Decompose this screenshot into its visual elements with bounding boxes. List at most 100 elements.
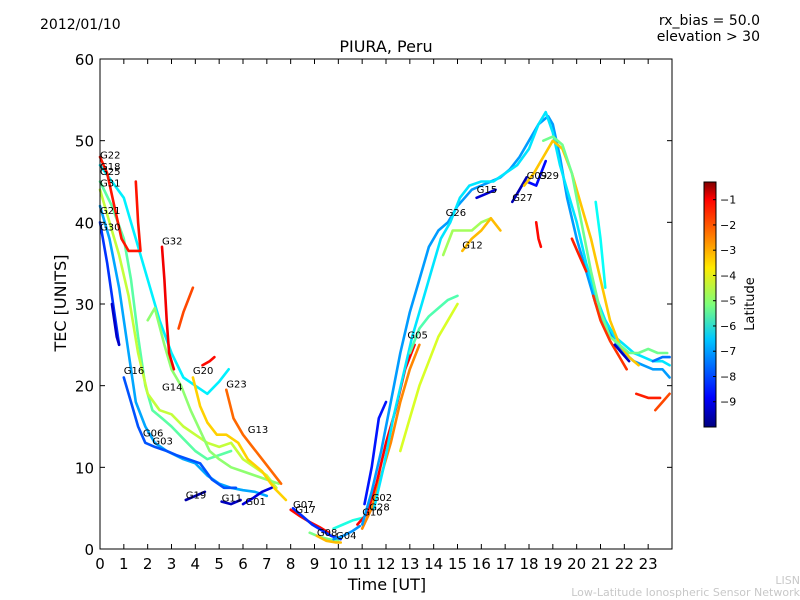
tec-trace-34 xyxy=(510,176,528,204)
colorbar-tick-label: −5 xyxy=(720,295,736,308)
satellite-label: G02 xyxy=(372,493,392,504)
tec-trace-10 xyxy=(225,388,283,485)
satellite-label: G04 xyxy=(336,531,356,542)
x-tick-label: 23 xyxy=(639,555,658,573)
x-tick-label: 11 xyxy=(353,555,372,573)
tec-trace-26 xyxy=(360,114,671,526)
tec-trace-1 xyxy=(98,163,230,396)
satellite-label: G14 xyxy=(162,383,182,394)
satellite-label: G08 xyxy=(317,528,337,539)
parameters-label: rx_bias = 50.0 elevation > 30 xyxy=(657,13,760,45)
satellite-labels: G22G18G25G31G21G30G32G16G14G20G23G13G06G… xyxy=(100,151,559,543)
satellite-label: G11 xyxy=(222,494,242,505)
y-tick-label: 0 xyxy=(84,541,94,559)
colorbar-tick-label: −3 xyxy=(720,244,736,257)
satellite-label: G31 xyxy=(100,178,120,189)
tec-trace-43 xyxy=(635,392,662,400)
satellite-label: G06 xyxy=(143,428,163,439)
tec-trace-45 xyxy=(651,355,671,363)
satellite-label: G26 xyxy=(446,208,466,219)
satellite-label: G07 xyxy=(293,500,313,511)
tec-trace-17 xyxy=(241,486,273,506)
tec-trace-19 xyxy=(291,506,342,541)
colorbar-gradient xyxy=(703,181,717,428)
tec-trace-15 xyxy=(184,490,207,502)
tec-trace-21 xyxy=(315,534,342,544)
colorbar-tick-label: −9 xyxy=(720,396,736,409)
tec-trace-27 xyxy=(363,400,388,506)
elevation-label: elevation > 30 xyxy=(656,29,760,45)
x-tick-label: 20 xyxy=(567,555,586,573)
x-tick-label: 8 xyxy=(286,555,296,573)
y-tick-label: 10 xyxy=(75,459,94,477)
colorbar-tick-label: −6 xyxy=(720,320,736,333)
tec-trace-16 xyxy=(220,498,242,506)
tec-trace-31 xyxy=(441,217,493,257)
x-tick-label: 12 xyxy=(376,555,395,573)
satellite-label: G19 xyxy=(186,490,206,501)
x-tick-label: 14 xyxy=(424,555,443,573)
tec-trace-33 xyxy=(475,188,497,200)
satellite-label: G32 xyxy=(162,236,182,247)
tec-trace-13 xyxy=(177,286,195,330)
x-tick-label: 7 xyxy=(262,555,272,573)
satellite-label: G25 xyxy=(100,167,120,178)
satellite-label: G15 xyxy=(477,185,497,196)
tec-trace-30 xyxy=(408,294,459,355)
colorbar-tick-label: −2 xyxy=(720,219,736,232)
tec-trace-40 xyxy=(592,294,628,371)
tec-trace-37 xyxy=(542,135,669,355)
y-axis-label: TEC [UNITS] xyxy=(51,255,70,353)
colorbar-tick-label: −4 xyxy=(720,269,736,282)
colorbar-tick-label: −7 xyxy=(720,345,736,358)
x-tick-label: 15 xyxy=(448,555,467,573)
colorbar-tick-label: −1 xyxy=(720,194,736,207)
satellite-label: G22 xyxy=(100,151,120,162)
satellite-label: G21 xyxy=(100,206,120,217)
satellite-label: G27 xyxy=(512,193,532,204)
x-tick-label: 21 xyxy=(591,555,610,573)
tec-trace-12 xyxy=(160,245,176,371)
x-axis-label: Time [UT] xyxy=(347,575,426,594)
tec-trace-41 xyxy=(613,343,631,363)
date-label: 2012/01/10 xyxy=(40,17,121,33)
y-tick-label: 40 xyxy=(75,214,94,232)
footer-credit: LISN Low-Latitude Ionospheric Sensor Net… xyxy=(571,575,800,599)
tec-trace-8 xyxy=(146,306,281,485)
satellite-label: G03 xyxy=(152,437,172,448)
colorbar-tick-label: −8 xyxy=(720,370,736,383)
satellite-label: G28 xyxy=(369,503,389,514)
satellite-label: G16 xyxy=(124,366,144,377)
colorbar-ticks: −1 −2 −3 −4 −5 −6 −7 −8 −9 xyxy=(713,194,736,409)
satellite-label: G13 xyxy=(248,425,268,436)
satellite-label: G20 xyxy=(193,366,213,377)
satellite-label: G18 xyxy=(100,162,120,173)
footer-line1: LISN xyxy=(775,574,800,587)
x-tick-label: 17 xyxy=(496,555,515,573)
satellite-label: G30 xyxy=(100,223,120,234)
tec-trace-23 xyxy=(332,516,364,530)
satellite-label: G29 xyxy=(539,171,559,182)
tec-trace-28 xyxy=(372,110,671,510)
x-tick-label: 16 xyxy=(472,555,491,573)
y-axis: 0 10 20 30 40 50 60 xyxy=(75,51,672,559)
satellite-label: G17 xyxy=(295,505,315,516)
x-tick-label: 6 xyxy=(238,555,248,573)
y-tick-label: 20 xyxy=(75,378,94,396)
x-tick-label: 2 xyxy=(143,555,153,573)
x-tick-label: 1 xyxy=(119,555,129,573)
satellite-label: G09 xyxy=(527,171,547,182)
x-tick-label: 9 xyxy=(310,555,320,573)
y-tick-label: 50 xyxy=(75,133,94,151)
tec-trace-7 xyxy=(122,376,238,490)
x-tick-label: 19 xyxy=(543,555,562,573)
satellite-label: G23 xyxy=(226,379,246,390)
x-tick-label: 5 xyxy=(214,555,224,573)
tec-trace-35 xyxy=(525,159,547,187)
tec-trace-38 xyxy=(534,221,543,249)
tec-trace-32 xyxy=(461,217,502,253)
x-tick-label: 18 xyxy=(519,555,538,573)
tec-trace-39 xyxy=(570,237,588,273)
tec-trace-42 xyxy=(594,200,607,289)
rx-bias-label: rx_bias = 50.0 xyxy=(658,13,760,29)
